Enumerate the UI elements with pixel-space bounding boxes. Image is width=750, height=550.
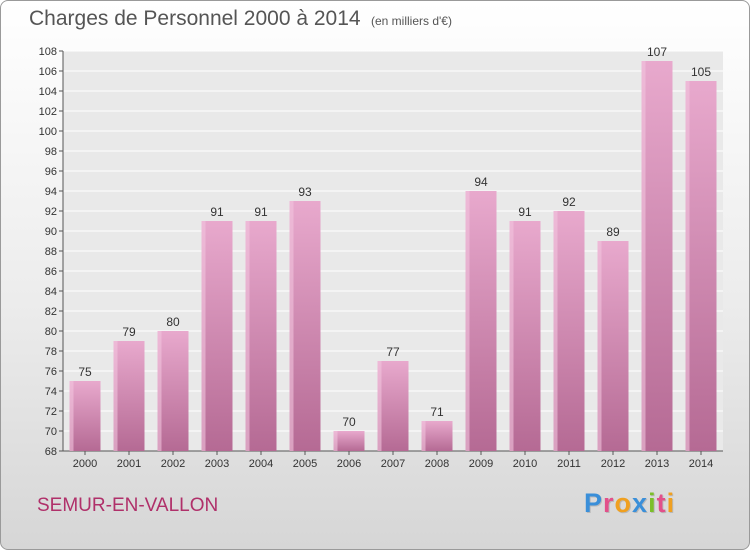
y-tick-label: 76	[45, 366, 57, 378]
logo-letter: t	[656, 488, 667, 518]
x-tick-label: 2011	[557, 458, 581, 470]
bar-highlight	[509, 221, 514, 451]
logo-letter: x	[632, 488, 649, 518]
y-tick-label: 72	[45, 406, 57, 418]
bar-2000	[69, 381, 101, 451]
value-label: 75	[78, 365, 92, 379]
bar-2003	[201, 221, 233, 451]
y-tick-label: 82	[45, 306, 57, 318]
y-tick-label: 78	[45, 346, 57, 358]
x-tick-label: 2014	[689, 458, 713, 470]
y-tick-label: 104	[39, 86, 57, 98]
x-tick-label: 2004	[249, 458, 273, 470]
bar-highlight	[245, 221, 250, 451]
x-tick-label: 2002	[161, 458, 185, 470]
bar-2005	[289, 201, 321, 451]
bar-highlight	[553, 211, 558, 451]
y-tick-label: 106	[39, 66, 57, 78]
value-label: 80	[166, 315, 180, 329]
logo-letter: o	[614, 488, 633, 518]
y-tick-label: 94	[45, 186, 57, 198]
x-tick-label: 2001	[117, 458, 141, 470]
bar-highlight	[289, 201, 294, 451]
value-label: 105	[691, 65, 711, 79]
bar-highlight	[597, 241, 602, 451]
logo-letter: P	[584, 488, 604, 518]
bar-2010	[509, 221, 541, 451]
bar-highlight	[641, 61, 646, 451]
value-label: 92	[562, 195, 576, 209]
bar-2002	[157, 331, 189, 451]
bar-highlight	[377, 361, 382, 451]
value-label: 91	[210, 205, 224, 219]
bar-highlight	[685, 81, 690, 451]
y-tick-label: 86	[45, 266, 57, 278]
y-tick-label: 108	[39, 46, 57, 58]
value-label: 91	[254, 205, 268, 219]
value-label: 89	[606, 225, 620, 239]
x-tick-label: 2012	[601, 458, 625, 470]
bar-highlight	[113, 341, 118, 451]
value-label: 77	[386, 345, 400, 359]
x-tick-label: 2006	[337, 458, 361, 470]
bar-2008	[421, 421, 453, 451]
x-tick-label: 2000	[73, 458, 97, 470]
value-label: 93	[298, 185, 312, 199]
y-tick-label: 88	[45, 246, 57, 258]
value-label: 91	[518, 205, 532, 219]
value-label: 70	[342, 415, 356, 429]
chart-subtitle: (en milliers d'€)	[371, 14, 452, 28]
x-tick-label: 2005	[293, 458, 317, 470]
y-tick-label: 92	[45, 206, 57, 218]
x-tick-label: 2007	[381, 458, 405, 470]
bar-highlight	[465, 191, 470, 451]
x-tick-label: 2010	[513, 458, 537, 470]
y-tick-label: 98	[45, 146, 57, 158]
y-tick-label: 96	[45, 166, 57, 178]
x-tick-label: 2009	[469, 458, 493, 470]
x-tick-label: 2003	[205, 458, 229, 470]
logo-letter: i	[648, 488, 657, 518]
y-tick-label: 74	[45, 386, 57, 398]
bar-highlight	[421, 421, 426, 451]
bar-highlight	[333, 431, 338, 451]
y-tick-label: 70	[45, 426, 57, 438]
y-tick-label: 90	[45, 226, 57, 238]
bar-highlight	[69, 381, 74, 451]
bar-2013	[641, 61, 673, 451]
value-label: 94	[474, 175, 488, 189]
bar-2011	[553, 211, 585, 451]
bar-highlight	[201, 221, 206, 451]
logo-letter: r	[603, 488, 615, 518]
value-label: 107	[647, 45, 667, 59]
bar-2006	[333, 431, 365, 451]
x-tick-label: 2013	[645, 458, 669, 470]
bar-2009	[465, 191, 497, 451]
bar-2001	[113, 341, 145, 451]
bar-highlight	[157, 331, 162, 451]
proxiti-logo: Proxiti	[584, 488, 675, 519]
bar-2004	[245, 221, 277, 451]
bar-2012	[597, 241, 629, 451]
x-tick-label: 2008	[425, 458, 449, 470]
bar-2014	[685, 81, 717, 451]
y-tick-label: 68	[45, 446, 57, 458]
y-tick-label: 80	[45, 326, 57, 338]
value-label: 71	[430, 405, 444, 419]
logo-letter: i	[666, 488, 676, 518]
y-tick-label: 100	[39, 126, 57, 138]
chart-title: Charges de Personnel 2000 à 2014	[29, 7, 361, 30]
value-label: 79	[122, 325, 136, 339]
y-tick-label: 84	[45, 286, 57, 298]
y-tick-label: 102	[39, 106, 57, 118]
bar-2007	[377, 361, 409, 451]
place-name: SEMUR-EN-VALLON	[37, 495, 219, 516]
